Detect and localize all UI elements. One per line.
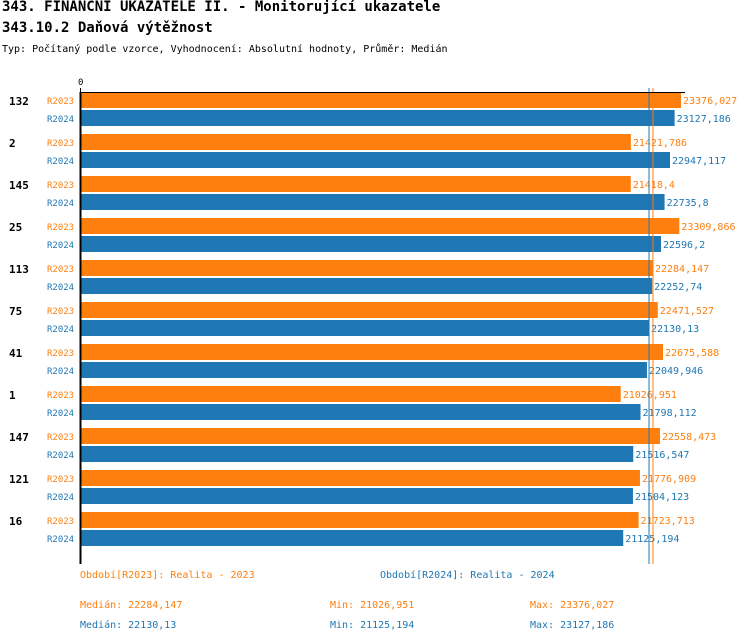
bar: [81, 278, 653, 294]
data-label: 21776,909: [642, 474, 696, 485]
series-label: R2024: [47, 115, 74, 125]
series-label: R2024: [47, 535, 74, 545]
data-label: 22596,2: [663, 240, 705, 251]
data-label: 23127,186: [677, 114, 731, 125]
bar: [81, 218, 680, 234]
bar: [81, 92, 681, 108]
bar: [81, 134, 631, 150]
bar: [81, 302, 658, 318]
series-label: R2024: [47, 451, 74, 461]
category-label: 113: [9, 263, 29, 276]
bar: [81, 404, 641, 420]
category-label: 1: [9, 389, 16, 402]
category-label: 145: [9, 179, 29, 192]
data-label: 21418,4: [633, 180, 675, 191]
series-label: R2023: [47, 265, 74, 275]
stat-max-r2024: Max: 23127,186: [530, 620, 615, 631]
data-label: 23376,027: [683, 96, 737, 107]
data-label: 22130,13: [651, 324, 699, 335]
series-label: R2024: [47, 241, 74, 251]
category-label: 132: [9, 95, 29, 108]
chart-subtitle: 343.10.2 Daňová výtěžnost: [2, 20, 213, 36]
stat-min-r2023: Min: 21026,951: [330, 600, 415, 611]
bar: [81, 488, 633, 504]
category-label: 2: [9, 137, 16, 150]
stat-max-r2023: Max: 23376,027: [530, 600, 615, 611]
data-label: 21723,713: [641, 516, 695, 527]
category-label: 75: [9, 305, 22, 318]
bar: [81, 194, 665, 210]
x-tick-label: 0: [78, 78, 83, 88]
bar: [81, 176, 631, 192]
series-label: R2023: [47, 139, 74, 149]
bar: [81, 320, 650, 336]
series-label: R2023: [47, 97, 74, 107]
series-label: R2023: [47, 391, 74, 401]
category-label: 41: [9, 347, 23, 360]
legend-r2023: Období[R2023]: Realita - 2023: [80, 570, 255, 581]
series-label: R2024: [47, 325, 74, 335]
page-title: 343. FINANČNÍ UKAZATELE II. - Monitorují…: [2, 0, 441, 15]
stat-median-r2023: Medián: 22284,147: [80, 600, 183, 611]
bar: [81, 530, 624, 546]
series-label: R2024: [47, 367, 74, 377]
data-label: 22284,147: [655, 264, 709, 275]
series-label: R2023: [47, 181, 74, 191]
bar: [81, 512, 639, 528]
data-label: 21798,112: [642, 408, 696, 419]
category-label: 147: [9, 431, 29, 444]
series-label: R2024: [47, 157, 74, 167]
bar: [81, 386, 621, 402]
data-label: 21516,547: [635, 450, 689, 461]
bar: [81, 344, 664, 360]
data-label: 22558,473: [662, 432, 716, 443]
bar: [81, 470, 640, 486]
data-label: 22947,117: [672, 156, 726, 167]
category-label: 121: [9, 473, 29, 486]
bar: [81, 152, 670, 168]
category-label: 25: [9, 221, 22, 234]
series-label: R2023: [47, 307, 74, 317]
bar: [81, 110, 675, 126]
bar: [81, 362, 647, 378]
data-label: 22735,8: [667, 198, 709, 209]
data-label: 21026,951: [623, 390, 677, 401]
series-label: R2024: [47, 283, 74, 293]
category-label: 16: [9, 515, 23, 528]
chart-info: Typ: Počítaný podle vzorce, Vyhodnocení:…: [2, 44, 448, 55]
data-label: 22471,527: [660, 306, 714, 317]
series-label: R2023: [47, 517, 74, 527]
data-label: 22675,588: [665, 348, 719, 359]
bar: [81, 446, 634, 462]
series-label: R2023: [47, 433, 74, 443]
data-label: 21421,786: [633, 138, 687, 149]
series-label: R2023: [47, 475, 74, 485]
series-label: R2023: [47, 349, 74, 359]
bar: [81, 260, 653, 276]
bar: [81, 236, 661, 252]
series-label: R2024: [47, 199, 74, 209]
legend-r2024: Období[R2024]: Realita - 2024: [380, 570, 555, 581]
stat-median-r2024: Medián: 22130,13: [80, 620, 177, 631]
data-label: 22049,946: [649, 366, 703, 377]
data-label: 21125,194: [625, 534, 679, 545]
data-label: 23309,866: [681, 222, 735, 233]
bar: [81, 428, 661, 444]
stat-min-r2024: Min: 21125,194: [330, 620, 415, 631]
data-label: 22252,74: [654, 282, 702, 293]
series-label: R2024: [47, 493, 74, 503]
data-label: 21504,123: [635, 492, 689, 503]
series-label: R2024: [47, 409, 74, 419]
series-label: R2023: [47, 223, 74, 233]
